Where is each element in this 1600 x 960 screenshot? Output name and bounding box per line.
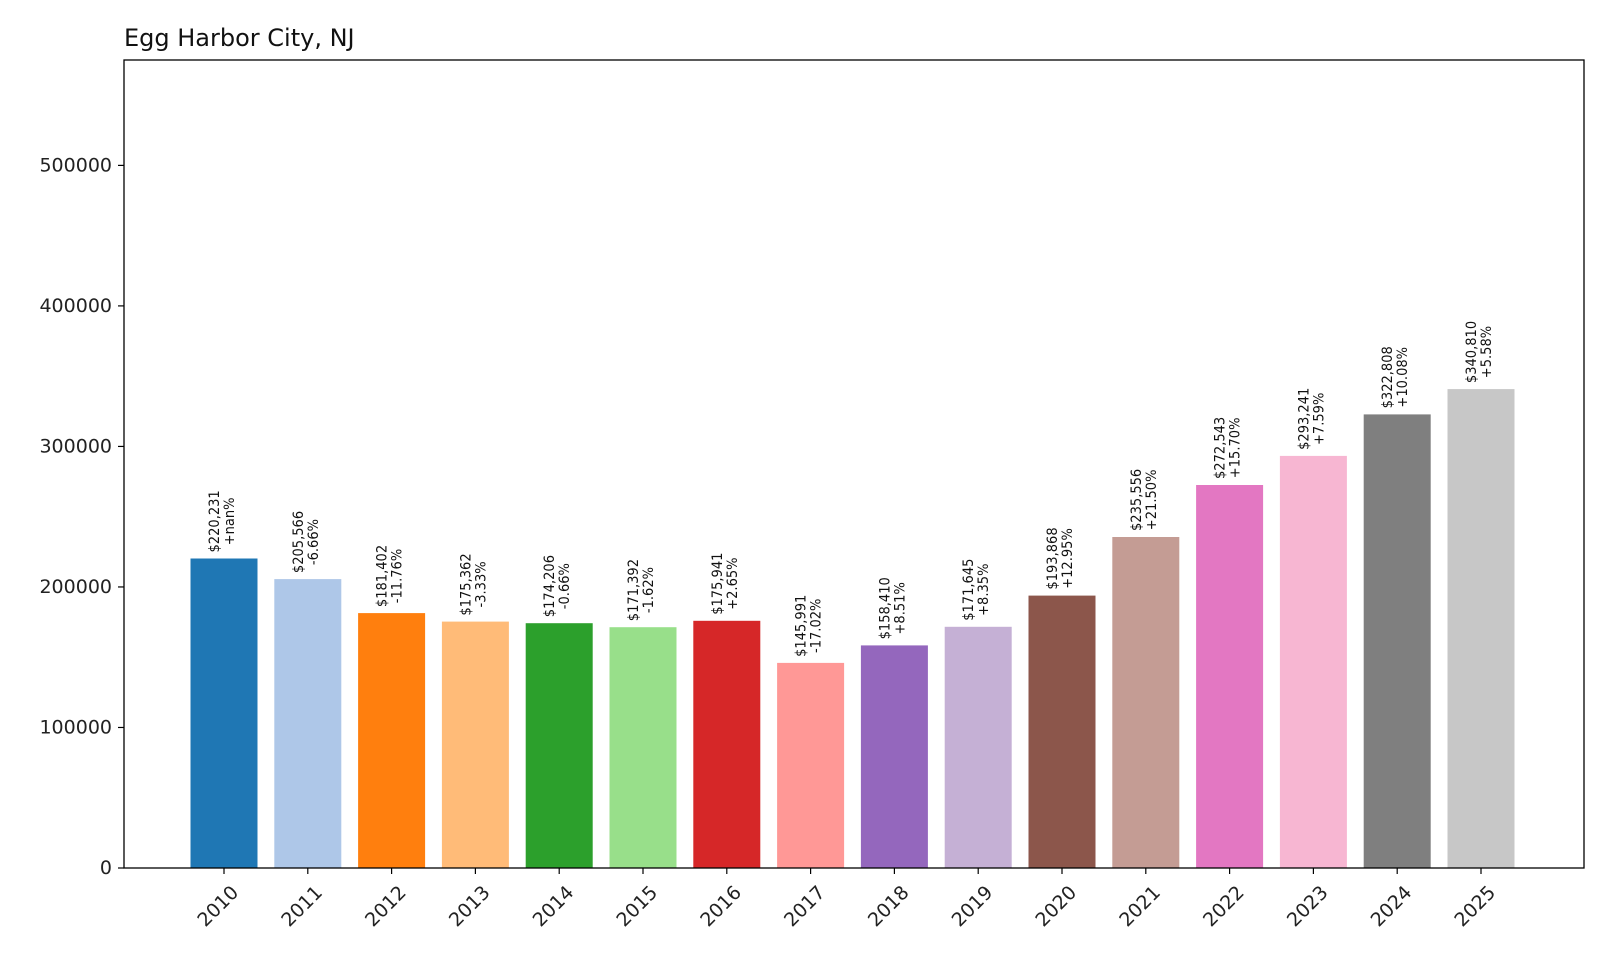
change-label-2025: +5.58% <box>1479 326 1495 378</box>
change-label-2016: +2.65% <box>725 557 741 609</box>
x-tick-label-2023: 2023 <box>1283 882 1333 932</box>
x-tick-label-2011: 2011 <box>277 882 327 932</box>
plot-frame <box>123 59 1585 869</box>
bar-labels-group: $220,231 +nan% $205,566 -6.66% $181,402 -11.7… <box>207 321 1495 657</box>
x-tick-label-2024: 2024 <box>1367 882 1417 932</box>
value-label-2016: $175,941 <box>710 553 726 615</box>
bars-group <box>190 389 1515 868</box>
bar-2020 <box>1028 595 1096 868</box>
y-axis: 0 100000 200000 300000 400000 500000 <box>39 154 124 879</box>
x-tick-label-2014: 2014 <box>529 882 579 932</box>
value-label-2012: $181,402 <box>375 545 391 607</box>
y-tick-label-400000: 400000 <box>39 295 112 317</box>
x-tick-label-2010: 2010 <box>193 882 243 932</box>
value-label-2022: $272,543 <box>1213 417 1229 479</box>
bar-2016 <box>693 620 761 868</box>
x-tick-label-2013: 2013 <box>445 882 495 932</box>
change-label-2024: +10.08% <box>1395 347 1411 408</box>
value-label-2015: $171,392 <box>626 559 642 621</box>
y-tick-label-300000: 300000 <box>39 435 112 457</box>
y-tick-label-100000: 100000 <box>39 716 112 738</box>
change-label-2022: +15.70% <box>1228 418 1244 479</box>
bar-2023 <box>1279 455 1347 868</box>
bar-2010 <box>190 558 258 868</box>
bar-2013 <box>441 621 509 868</box>
bar-2015 <box>609 627 677 868</box>
value-label-2020: $193,868 <box>1045 527 1061 589</box>
bar-2014 <box>525 623 593 868</box>
x-tick-label-2025: 2025 <box>1450 882 1500 932</box>
value-label-2025: $340,810 <box>1464 321 1480 383</box>
change-label-2023: +7.59% <box>1311 393 1327 445</box>
y-tick-label-200000: 200000 <box>39 576 112 598</box>
x-tick-label-2020: 2020 <box>1031 882 1081 932</box>
x-tick-label-2015: 2015 <box>612 882 662 932</box>
value-label-2021: $235,556 <box>1129 469 1145 531</box>
change-label-2014: -0.66% <box>557 563 573 609</box>
x-tick-label-2012: 2012 <box>361 882 411 932</box>
bar-2022 <box>1196 485 1264 868</box>
bar-2012 <box>358 613 426 868</box>
change-label-2021: +21.50% <box>1144 470 1160 531</box>
value-label-2017: $145,991 <box>794 595 810 657</box>
bar-2018 <box>860 645 928 868</box>
x-tick-label-2018: 2018 <box>864 882 914 932</box>
x-axis: 2010 2011 2012 2013 2014 2015 2016 2017 2018 2019… <box>193 868 1500 931</box>
change-label-2010: +nan% <box>222 497 238 545</box>
change-label-2011: -6.66% <box>306 519 322 565</box>
x-tick-label-2019: 2019 <box>948 882 998 932</box>
value-label-2018: $158,410 <box>877 577 893 639</box>
value-label-2023: $293,241 <box>1296 388 1312 450</box>
bar-2017 <box>777 662 845 868</box>
value-label-2011: $205,566 <box>291 511 307 573</box>
bar-2024 <box>1363 414 1431 868</box>
value-label-2013: $175,362 <box>458 553 474 615</box>
change-label-2013: -3.33% <box>473 561 489 607</box>
value-label-2024: $322,808 <box>1380 346 1396 408</box>
change-label-2018: +8.51% <box>892 582 908 634</box>
change-label-2020: +12.95% <box>1060 528 1076 589</box>
y-tick-label-0: 0 <box>100 857 112 879</box>
bar-2011 <box>274 579 342 868</box>
chart-title: Egg Harbor City, NJ <box>124 24 355 52</box>
x-tick-label-2017: 2017 <box>780 882 830 932</box>
x-tick-label-2022: 2022 <box>1199 882 1249 932</box>
change-label-2017: -17.02% <box>809 599 825 653</box>
value-label-2014: $174,206 <box>542 555 558 617</box>
value-label-2010: $220,231 <box>207 490 223 552</box>
x-tick-label-2016: 2016 <box>696 882 746 932</box>
bar-2021 <box>1112 537 1180 868</box>
y-tick-label-500000: 500000 <box>39 154 112 176</box>
change-label-2019: +8.35% <box>976 564 992 616</box>
bar-2025 <box>1447 389 1515 868</box>
change-label-2015: -1.62% <box>641 567 657 613</box>
change-label-2012: -11.76% <box>390 549 406 603</box>
bar-2019 <box>944 626 1012 868</box>
x-tick-label-2021: 2021 <box>1115 882 1165 932</box>
value-label-2019: $171,645 <box>961 559 977 621</box>
